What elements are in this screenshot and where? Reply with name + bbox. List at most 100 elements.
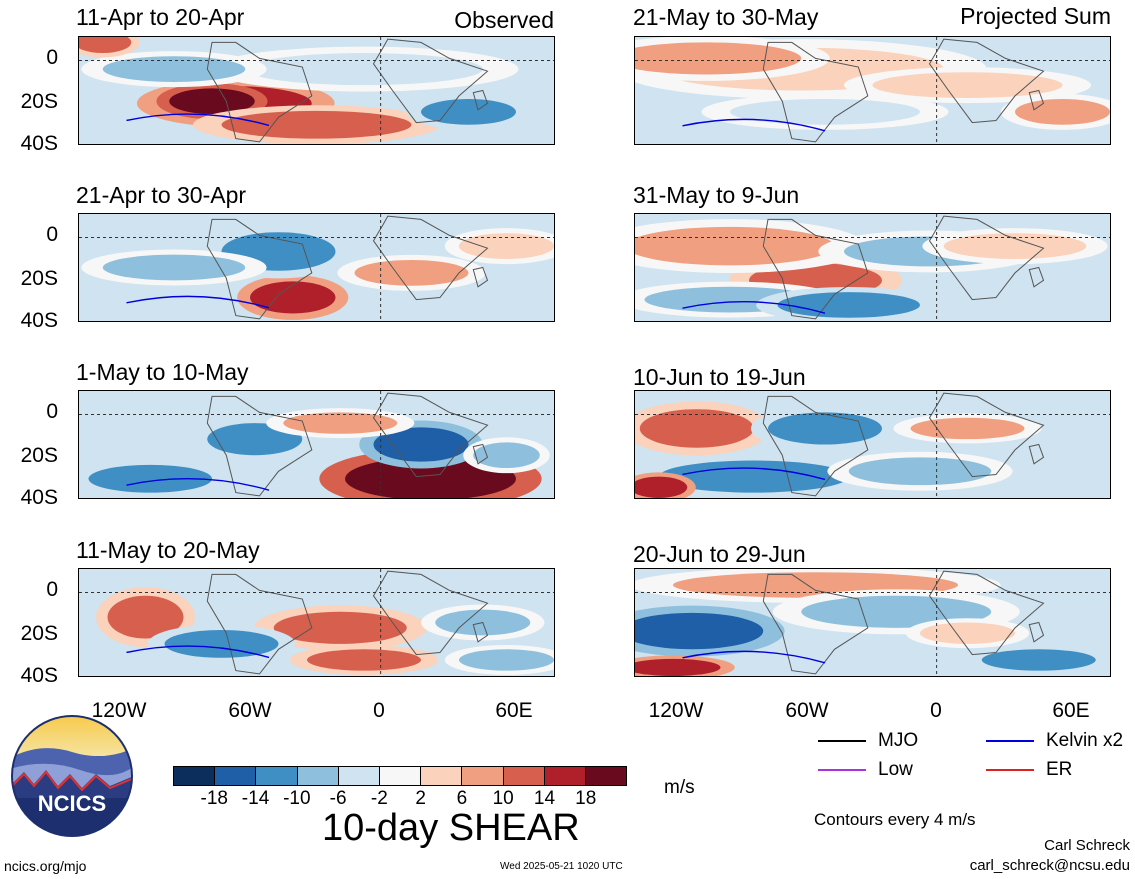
coastline: [472, 266, 489, 288]
kelvin-contour: [126, 478, 270, 491]
colorbar-tick-label: 2: [415, 788, 426, 809]
projected-sum-label: Projected Sum: [960, 3, 1111, 29]
shear-anomaly-core: [102, 254, 246, 281]
colorbar-tick-label: 14: [533, 788, 556, 809]
panel-title: 31-May to 9-Jun: [633, 182, 800, 208]
footer-url[interactable]: ncics.org/mjo: [4, 858, 87, 874]
panel-title: 21-May to 30-May: [633, 4, 819, 30]
footer-timestamp: Wed 2025-05-21 1020 UTC: [500, 861, 623, 872]
colorbar-tick-label: 6: [456, 788, 468, 809]
shear-anomaly-core: [639, 409, 754, 448]
shear-anomaly-core: [107, 595, 184, 639]
colorbar-swatch: [461, 767, 503, 785]
map-panel: [634, 568, 1111, 677]
colorbar-swatch: [543, 767, 585, 785]
contours-note: Contours every 4 m/s: [814, 810, 976, 829]
legend-swatch-er: [986, 769, 1034, 771]
coastline: [372, 38, 489, 124]
map-panel: [634, 213, 1111, 322]
footer-email[interactable]: carl_schreck@ncsu.edu: [969, 857, 1130, 874]
panel-title: 1-May to 10-May: [76, 359, 249, 385]
coastline: [1028, 266, 1045, 288]
coastline: [206, 395, 313, 497]
map-panel: [634, 390, 1111, 499]
y-tick-label: 0: [46, 46, 58, 69]
footer-author: Carl Schreck: [1044, 837, 1130, 854]
shear-anomaly-core: [245, 53, 483, 86]
shear-anomaly-core: [730, 99, 920, 125]
y-tick-label: 20S: [20, 622, 58, 645]
coastline: [762, 395, 869, 497]
kelvin-contour: [126, 295, 270, 309]
shear-anomaly-core: [421, 99, 516, 125]
shear-anomaly-core: [635, 476, 688, 498]
kelvin-contour: [682, 650, 826, 664]
x-tick-label: 60E: [495, 699, 533, 722]
shear-anomaly-core: [777, 292, 920, 318]
colorbar-swatch: [255, 767, 297, 785]
map-panel: [78, 36, 555, 145]
coastline: [928, 215, 1045, 301]
coastline: [928, 38, 1045, 124]
shear-anomaly-core: [943, 233, 1087, 259]
shear-anomaly-core: [635, 658, 721, 676]
colorbar-labels: -18 -14 -10 -6 -2 2 6 10 14 18: [173, 789, 627, 811]
legend-label-kelvin: Kelvin x2: [1046, 730, 1124, 751]
colorbar-swatch: [174, 767, 215, 785]
panel-title: 11-Apr to 20-Apr: [76, 4, 245, 30]
legend-label-mjo: MJO: [878, 730, 919, 751]
observed-label: Observed: [454, 7, 554, 33]
coastline: [372, 215, 489, 301]
shear-anomaly-core: [164, 629, 279, 658]
kelvin-contour: [682, 118, 826, 132]
legend-swatch-kelvin: [986, 740, 1034, 742]
kelvin-contour: [682, 301, 826, 314]
panel-title: 10-Jun to 19-Jun: [633, 364, 806, 390]
shear-anomaly-core: [459, 649, 554, 671]
y-tick-label: 40S: [20, 486, 58, 509]
kelvin-contour: [682, 467, 826, 481]
coastline: [762, 41, 869, 143]
shear-anomaly-core: [635, 612, 764, 650]
shear-anomaly-core: [283, 412, 398, 434]
colorbar-tick-label: -6: [329, 788, 347, 809]
colorbar-swatch: [584, 767, 627, 785]
coastline: [206, 218, 313, 320]
shear-anomaly-core: [635, 226, 835, 266]
ncics-logo: [10, 714, 134, 838]
map-panel: [78, 568, 555, 677]
x-tick-label: 0: [930, 699, 942, 722]
colorbar-swatch: [502, 767, 544, 785]
y-tick-label: 20S: [20, 90, 58, 113]
colorbar-swatch: [214, 767, 256, 785]
shear-anomaly-core: [910, 417, 1025, 440]
colorbar-swatch: [378, 767, 421, 785]
shear-anomaly-core: [102, 56, 246, 82]
shear-anomaly-core: [872, 72, 1063, 98]
coastline: [206, 41, 313, 143]
x-tick-label: 60E: [1052, 699, 1090, 722]
y-tick-label: 40S: [20, 309, 58, 332]
shear-anomaly-core: [169, 88, 255, 115]
legend-swatch-low: [818, 769, 866, 771]
coastline: [928, 570, 1045, 656]
y-tick-label: 40S: [20, 664, 58, 687]
shear-anomaly-core: [635, 42, 802, 75]
shear-anomaly-core: [88, 464, 212, 493]
coastline: [472, 89, 489, 111]
kelvin-contour: [126, 113, 270, 127]
y-tick-label: 20S: [20, 444, 58, 467]
colorbar: [173, 766, 627, 786]
shear-anomaly-core: [981, 649, 1096, 671]
colorbar-swatch: [420, 767, 462, 785]
x-tick-label: 120W: [648, 699, 704, 722]
shear-anomaly-core: [221, 110, 412, 139]
logo-text: NCICS: [37, 791, 107, 816]
coastline: [372, 392, 489, 478]
shear-anomaly-core: [307, 649, 421, 671]
map-panel: [634, 36, 1111, 145]
colorbar-tick-label: 10: [492, 788, 514, 809]
ncics-logo-icon: [11, 715, 133, 837]
coastline: [206, 573, 313, 675]
x-tick-label: 0: [373, 699, 385, 722]
